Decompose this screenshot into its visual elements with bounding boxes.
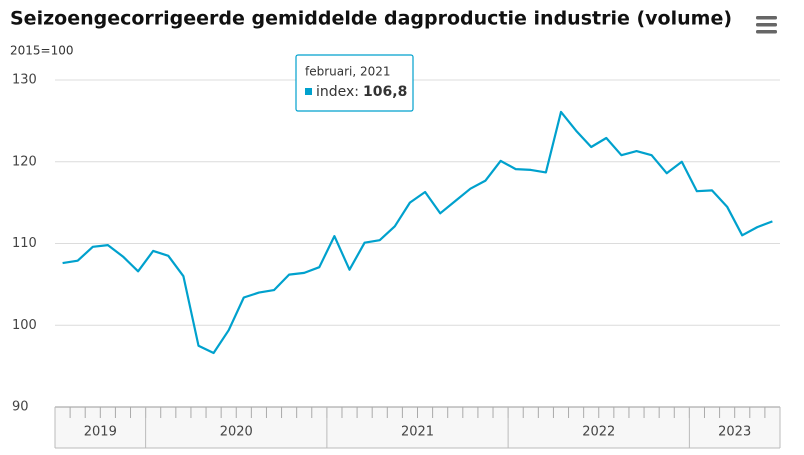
chart-title: Seizoengecorrigeerde gemiddelde dagprodu… [10, 8, 732, 30]
chart-subtitle: 2015=100 [10, 44, 74, 58]
y-tick-label: 120 [12, 154, 37, 169]
tooltip-label: index: 106,8 [316, 84, 407, 100]
x-tick-label: 2022 [582, 425, 615, 440]
menu-bar[interactable] [756, 30, 777, 34]
tooltip-value: 106,8 [363, 84, 407, 100]
y-tick-label: 90 [12, 400, 29, 415]
x-tick-label: 2020 [220, 425, 253, 440]
y-tick-label: 110 [12, 236, 37, 251]
y-tick-label: 100 [12, 318, 37, 333]
tooltip-swatch [305, 88, 312, 95]
x-tick-label: 2023 [718, 425, 751, 440]
menu-bar[interactable] [756, 23, 777, 27]
tooltip: februari, 2021 index: 106,8 [295, 54, 414, 112]
x-tick-label: 2019 [84, 425, 117, 440]
menu-bar[interactable] [756, 16, 777, 20]
x-tick-label: 2021 [401, 425, 434, 440]
tooltip-title: februari, 2021 [305, 65, 391, 79]
tooltip-box [295, 54, 414, 112]
data-line [62, 110, 773, 355]
y-tick-label: 130 [12, 73, 37, 88]
menu-icon[interactable] [756, 16, 777, 34]
tooltip-series: index: [316, 84, 359, 100]
